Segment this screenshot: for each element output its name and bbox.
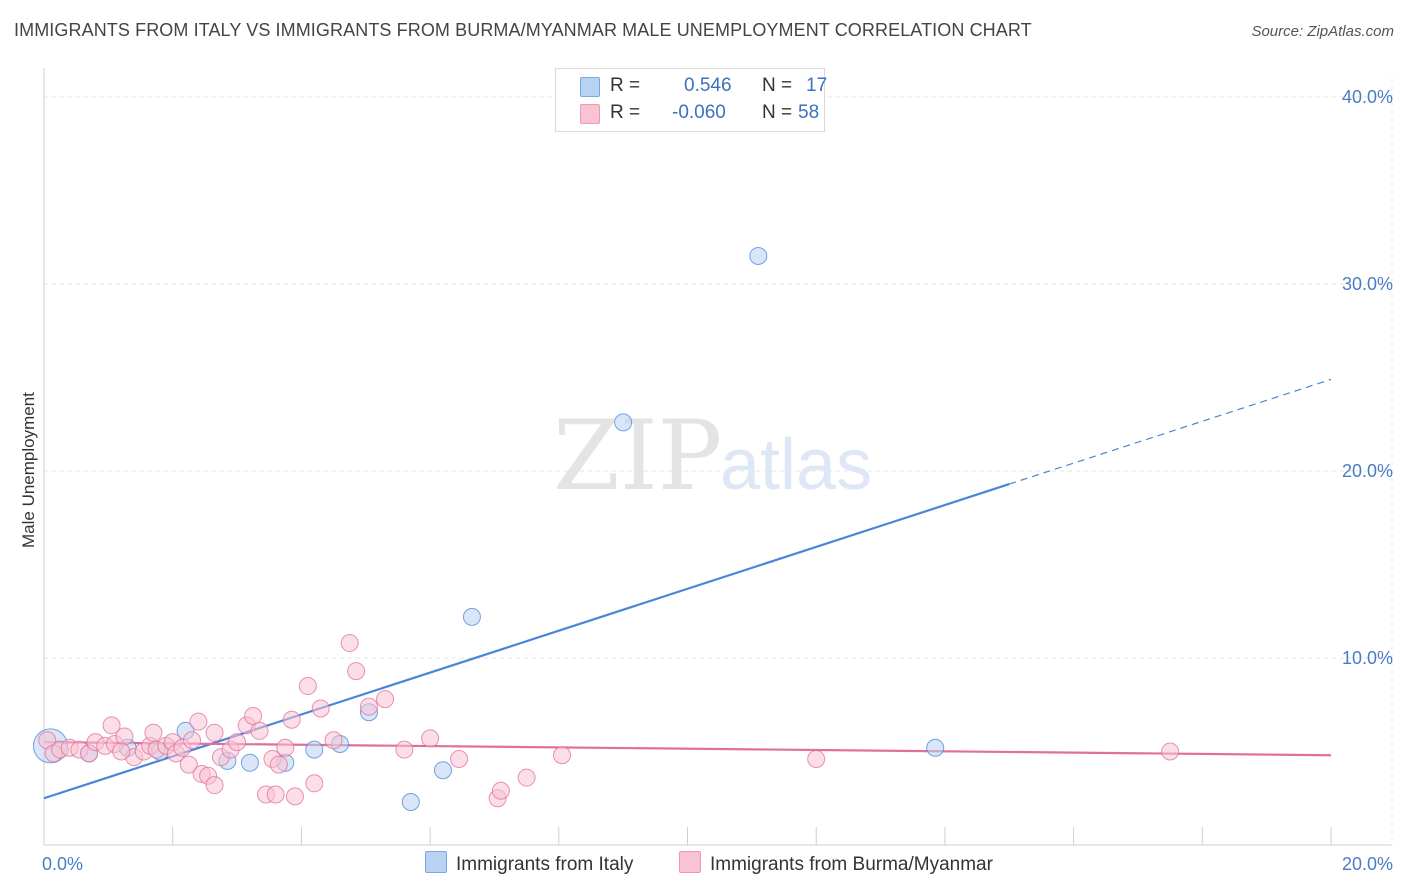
data-point <box>491 781 510 800</box>
trend-line-1 <box>43 741 1332 757</box>
y-tick-label: 40.0% <box>1342 87 1393 107</box>
data-point <box>401 792 420 811</box>
data-point <box>553 746 572 765</box>
watermark-zip: ZIP <box>553 400 722 512</box>
data-point <box>285 787 304 806</box>
legend-swatch-burma <box>580 104 600 124</box>
axes <box>43 68 1392 846</box>
data-point <box>359 697 378 716</box>
data-point <box>250 721 269 740</box>
bottom-legend-swatch-italy <box>425 851 447 873</box>
data-point <box>179 755 198 774</box>
legend-r-value-burma: -0.060 <box>672 102 726 123</box>
data-point <box>266 785 285 804</box>
data-point <box>614 413 633 432</box>
trend-line-0 <box>43 483 1010 800</box>
bottom-legend-swatch-burma <box>679 851 701 873</box>
watermark-atlas: atlas <box>720 425 872 505</box>
data-point <box>311 699 330 718</box>
legend-n-value-italy: 17 <box>806 75 828 96</box>
chart-title: IMMIGRANTS FROM ITALY VS IMMIGRANTS FROM… <box>14 20 1032 40</box>
grid-lines <box>44 78 1393 845</box>
data-point <box>298 677 317 696</box>
bottom-legend-italy: Immigrants from Italy <box>425 851 633 876</box>
data-point <box>376 690 395 709</box>
data-points <box>32 246 1180 811</box>
correlation-legend: R = 0.546 N = 17 R = -0.060 N = 58 <box>555 68 828 132</box>
data-point <box>926 738 945 757</box>
x-tick-label: 0.0% <box>42 854 83 874</box>
bottom-legend-burma: Immigrants from Burma/Myanmar <box>679 851 993 876</box>
trend-lines <box>43 378 1332 800</box>
data-point <box>282 710 301 729</box>
y-axis-label: Male Unemployment <box>19 392 38 548</box>
legend-r-label-italy: R = <box>610 75 641 96</box>
legend-n-label-burma: N = <box>762 102 793 123</box>
data-point <box>1161 742 1180 761</box>
data-point <box>269 755 288 774</box>
trend-line-extension-0 <box>1009 378 1332 485</box>
data-point <box>189 712 208 731</box>
data-point <box>517 768 536 787</box>
legend-r-label-burma: R = <box>610 102 641 123</box>
legend-n-label-italy: N = <box>762 75 793 96</box>
data-point <box>102 716 121 735</box>
data-point <box>450 749 469 768</box>
legend-r-value-italy: 0.546 <box>684 75 732 96</box>
data-point <box>305 774 324 793</box>
data-point <box>340 634 359 653</box>
data-point <box>240 753 259 772</box>
bottom-legend-label-burma: Immigrants from Burma/Myanmar <box>710 854 993 875</box>
data-point <box>228 733 247 752</box>
data-point <box>305 740 324 759</box>
data-point <box>347 662 366 681</box>
data-point <box>324 731 343 750</box>
source-attribution: Source: ZipAtlas.com <box>1251 23 1394 40</box>
y-tick-label: 30.0% <box>1342 274 1393 294</box>
data-point <box>205 723 224 742</box>
data-point <box>183 731 202 750</box>
y-tick-label: 10.0% <box>1342 648 1393 668</box>
data-point <box>395 740 414 759</box>
legend-swatch-italy <box>580 77 600 97</box>
data-point <box>112 742 131 761</box>
data-point <box>433 761 452 780</box>
data-point <box>421 729 440 748</box>
data-point <box>462 607 481 626</box>
data-point <box>205 776 224 795</box>
y-tick-label: 20.0% <box>1342 461 1393 481</box>
data-point <box>144 723 163 742</box>
legend-n-value-burma: 58 <box>798 102 820 123</box>
tick-labels: 10.0% 20.0% 30.0% 40.0% 0.0% 20.0% <box>42 87 1393 874</box>
data-point <box>244 706 263 725</box>
bottom-legend-label-italy: Immigrants from Italy <box>456 854 634 875</box>
x-tick-label: 20.0% <box>1342 854 1393 874</box>
data-point <box>749 246 768 265</box>
data-point <box>276 738 295 757</box>
data-point <box>807 749 826 768</box>
